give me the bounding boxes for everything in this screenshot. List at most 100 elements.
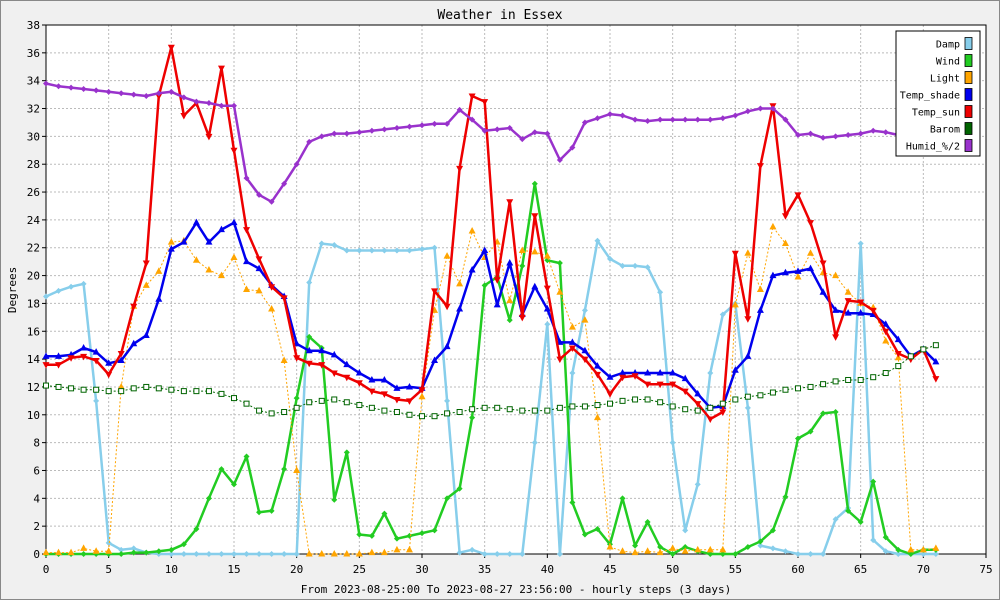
data-point-damp <box>293 551 300 557</box>
data-point-temp-shade <box>794 267 802 274</box>
legend-swatch <box>964 37 973 50</box>
data-point-damp <box>682 527 689 534</box>
data-point-humid-2 <box>744 108 751 115</box>
data-point-damp <box>719 311 726 318</box>
data-point-barom <box>168 386 175 393</box>
data-point-wind <box>907 551 914 557</box>
data-point-humid-2 <box>406 123 413 130</box>
data-point-light <box>919 545 927 553</box>
data-point-temp-sun <box>92 357 100 365</box>
data-point-damp <box>481 551 488 557</box>
data-point-temp-sun <box>368 388 376 396</box>
data-point-wind <box>857 518 864 525</box>
data-point-light <box>117 382 125 390</box>
data-point-temp-sun <box>844 298 852 305</box>
legend-label: Wind <box>936 57 960 68</box>
data-point-light <box>807 249 815 256</box>
data-point-barom <box>920 346 927 353</box>
data-point-temp-sun <box>744 316 752 323</box>
data-point-damp <box>795 551 801 557</box>
data-point-damp <box>632 262 639 269</box>
data-point-wind <box>256 509 263 516</box>
series-barom <box>43 342 939 420</box>
data-point-temp-shade <box>807 264 815 272</box>
data-point-temp-sun <box>418 387 426 394</box>
legend-swatch <box>964 71 973 84</box>
data-point-temp-shade <box>932 357 940 365</box>
data-point-light <box>907 545 915 553</box>
data-point-light <box>355 550 363 557</box>
data-point-wind <box>769 527 776 534</box>
data-point-light <box>631 548 639 556</box>
data-point-humid-2 <box>393 125 400 132</box>
data-point-temp-sun <box>393 396 401 404</box>
data-point-humid-2 <box>243 175 250 182</box>
data-point-damp <box>870 537 877 544</box>
series-light <box>42 222 940 557</box>
y-tick-label: 30 <box>27 130 40 143</box>
y-tick-label: 32 <box>27 103 40 116</box>
x-tick-label: 50 <box>666 563 679 576</box>
series-temp-sun <box>42 44 940 423</box>
data-point-humid-2 <box>256 191 263 198</box>
data-point-light <box>268 304 276 312</box>
data-point-barom <box>544 407 551 414</box>
x-tick-label: 25 <box>353 563 366 576</box>
data-point-barom <box>444 410 451 417</box>
data-point-damp <box>581 307 588 314</box>
data-point-humid-2 <box>343 130 350 137</box>
data-point-temp-sun <box>80 353 88 361</box>
data-point-wind <box>193 525 200 532</box>
data-point-temp-sun <box>932 376 940 383</box>
data-point-damp <box>556 551 563 557</box>
data-point-temp-shade <box>894 335 902 343</box>
data-point-humid-2 <box>544 130 551 137</box>
data-point-barom <box>682 406 689 413</box>
data-point-light <box>293 466 301 473</box>
data-point-temp-sun <box>706 416 714 423</box>
data-point-humid-2 <box>205 99 212 106</box>
data-point-humid-2 <box>481 127 488 134</box>
data-point-wind <box>832 409 839 416</box>
data-point-temp-shade <box>832 306 840 313</box>
data-point-damp <box>193 551 200 557</box>
data-point-barom <box>43 382 49 389</box>
data-point-humid-2 <box>782 116 789 123</box>
data-point-wind <box>130 549 137 556</box>
data-point-temp-sun <box>155 93 163 100</box>
data-point-damp <box>519 551 526 557</box>
data-point-humid-2 <box>80 86 87 93</box>
data-point-humid-2 <box>732 112 739 119</box>
data-point-temp-sun <box>330 370 338 378</box>
data-point-damp <box>130 545 137 552</box>
data-point-temp-sun <box>644 381 652 389</box>
data-point-damp <box>657 289 664 296</box>
data-point-light <box>593 413 601 421</box>
data-point-temp-sun <box>117 351 125 358</box>
data-point-damp <box>820 551 827 557</box>
data-point-barom <box>857 376 864 383</box>
data-point-barom <box>231 395 237 402</box>
data-point-damp <box>619 262 626 269</box>
data-point-temp-shade <box>481 246 489 254</box>
data-point-temp-shade <box>644 369 652 376</box>
data-point-wind <box>757 538 764 545</box>
data-point-light <box>506 296 514 304</box>
data-point-damp <box>419 246 425 253</box>
data-point-barom <box>118 388 125 395</box>
data-point-temp-shade <box>468 266 476 273</box>
x-axis-label: From 2023-08-25:00 To 2023-08-27 23:56:0… <box>301 583 731 596</box>
data-point-light <box>80 544 88 551</box>
data-point-humid-2 <box>531 129 538 136</box>
data-point-temp-sun <box>794 192 802 199</box>
data-point-wind <box>168 546 175 553</box>
data-point-temp-sun <box>681 388 689 396</box>
data-point-wind <box>719 551 726 557</box>
data-point-wind <box>707 551 714 557</box>
data-point-humid-2 <box>657 116 664 123</box>
data-point-humid-2 <box>180 94 187 101</box>
data-point-humid-2 <box>795 131 801 138</box>
data-point-light <box>769 222 777 230</box>
data-point-wind <box>657 544 664 551</box>
